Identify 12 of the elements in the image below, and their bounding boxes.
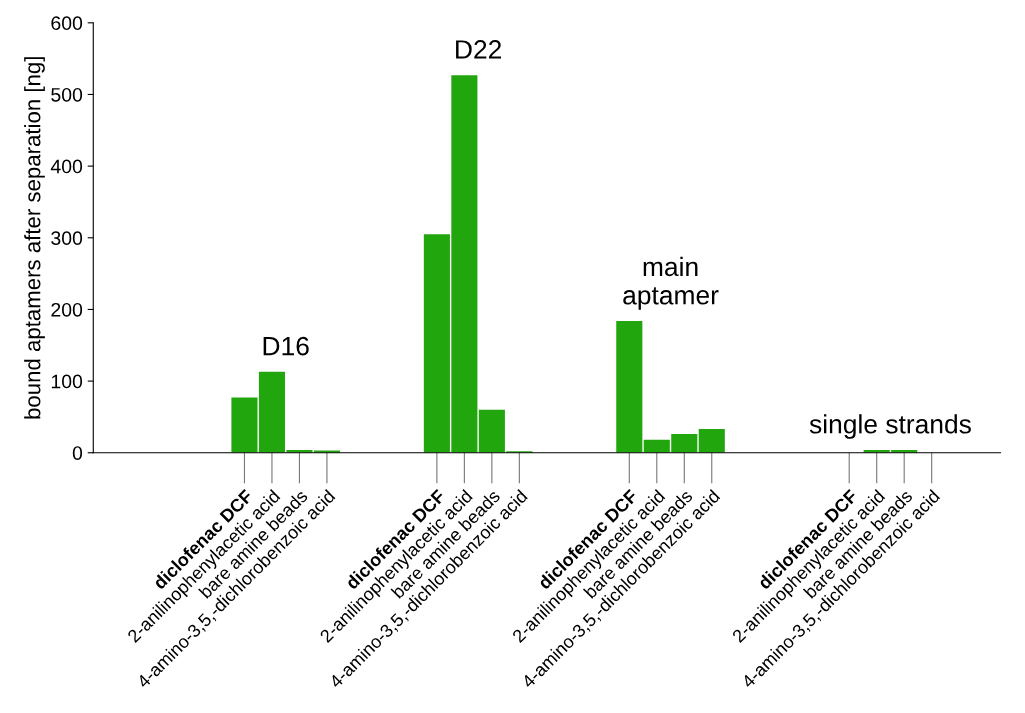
y-axis-title: bound aptamers after separation [ng]	[24, 57, 45, 419]
annotation: D16	[263, 336, 309, 356]
y-tick-label: 500	[51, 87, 83, 102]
annotation: main aptamer	[623, 256, 719, 310]
annotation: D22	[456, 40, 501, 59]
y-tick-label: 0	[72, 446, 83, 460]
y-tick-label: 300	[51, 231, 83, 246]
y-tick-label: 200	[51, 302, 83, 317]
y-tick-label: 400	[50, 159, 83, 174]
annotation: single strands	[809, 414, 971, 439]
y-tick-label: 100	[51, 374, 83, 389]
y-tick-label: 600	[51, 16, 83, 31]
